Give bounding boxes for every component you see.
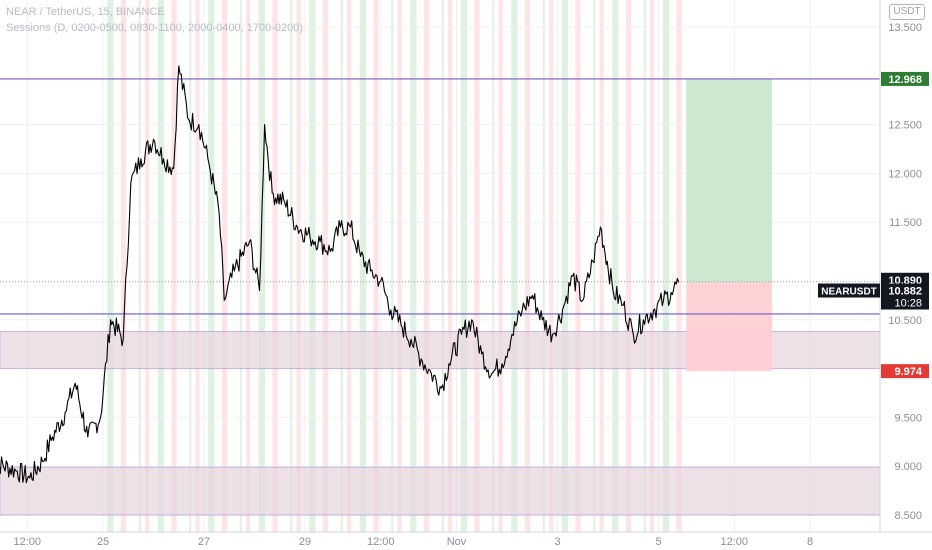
price-tick-label: 12.000	[888, 168, 922, 180]
price-tick-label: 10.500	[888, 315, 922, 327]
sessions-indicator-label[interactable]: Sessions (D, 0200-0500, 0830-1100, 2000-…	[6, 22, 304, 34]
session-band	[239, 0, 242, 532]
session-band	[189, 0, 192, 532]
session-band	[448, 0, 453, 532]
symbol-title: NEAR / TetherUS, 15, BINANCE	[6, 6, 165, 18]
target-price-tag[interactable]	[881, 71, 929, 86]
supply-demand-zone	[0, 466, 881, 516]
loss-zone[interactable]	[686, 282, 773, 372]
bar-countdown-label: 10:28	[894, 298, 922, 310]
session-band	[643, 0, 646, 532]
session-band	[612, 0, 619, 532]
session-band	[290, 0, 293, 532]
time-tick-label: 5	[655, 536, 661, 548]
session-band	[340, 0, 343, 532]
time-tick-label: 3	[554, 536, 560, 548]
session-band	[625, 0, 632, 532]
session-band	[157, 0, 165, 532]
session-band	[373, 0, 379, 532]
session-band	[460, 0, 468, 532]
price-tick-label: 12.500	[888, 120, 922, 132]
session-band	[145, 0, 150, 532]
price-tick-label: 11.500	[889, 217, 922, 229]
time-axis-background	[0, 532, 932, 550]
session-band	[662, 0, 670, 532]
time-tick-label: 8	[807, 536, 813, 548]
stop-price-label: 9.974	[894, 366, 922, 378]
session-band	[542, 0, 545, 532]
time-tick-label: Nov	[447, 536, 467, 548]
horizontal-levels[interactable]	[0, 78, 880, 315]
session-band	[474, 0, 480, 532]
session-band	[650, 0, 655, 532]
session-band	[272, 0, 278, 532]
session-band	[322, 0, 329, 532]
session-band	[599, 0, 604, 532]
session-band	[391, 0, 394, 532]
time-tick-label: 27	[198, 536, 210, 548]
time-tick-label: 12:00	[367, 536, 395, 548]
session-band	[309, 0, 316, 532]
session-band	[397, 0, 402, 532]
time-tick-label: 12:00	[13, 536, 41, 548]
price-tick-label: 9.000	[894, 461, 922, 473]
session-band	[171, 0, 177, 532]
session-band	[410, 0, 417, 532]
profit-zone[interactable]	[686, 78, 773, 283]
session-band	[676, 0, 682, 532]
symbol-tag-label: NEARUSDT	[821, 287, 877, 298]
session-band	[347, 0, 352, 532]
session-band	[441, 0, 444, 532]
price-tick-label: 9.500	[894, 412, 922, 424]
session-band	[549, 0, 554, 532]
long-position-tool[interactable]	[686, 78, 773, 372]
session-band	[258, 0, 266, 532]
session-band	[120, 0, 127, 532]
symbol-tag[interactable]	[818, 283, 880, 298]
session-band	[498, 0, 503, 532]
last-price-tag[interactable]	[881, 283, 929, 310]
session-band	[138, 0, 141, 532]
price-tick-label: 13.500	[888, 22, 922, 34]
session-band	[524, 0, 531, 532]
price-axis[interactable]: 13.500 12.500 12.000 11.500 10.500 9.500 9.000…	[818, 0, 932, 550]
price-line	[0, 65, 680, 484]
price-series	[0, 65, 680, 484]
session-band	[492, 0, 495, 532]
session-band	[593, 0, 596, 532]
target-price-label: 12.968	[888, 74, 922, 86]
time-axis[interactable]: 12:00 25 27 29 12:00 Nov 3 5 12:00 8	[0, 531, 932, 550]
session-band	[107, 0, 114, 532]
session-highlights	[107, 0, 682, 532]
session-band	[359, 0, 367, 532]
session-band	[246, 0, 251, 532]
session-band	[561, 0, 569, 532]
last-price-label: 10.882	[888, 286, 922, 298]
session-band	[208, 0, 215, 532]
session-band	[296, 0, 301, 532]
session-band	[423, 0, 430, 532]
high-price-tag[interactable]	[881, 272, 929, 287]
time-tick-label: 12:00	[720, 536, 748, 548]
session-band	[575, 0, 581, 532]
session-band	[221, 0, 228, 532]
time-tick-label: 29	[299, 536, 311, 548]
session-band	[195, 0, 200, 532]
price-tick-label: 8.500	[894, 510, 922, 522]
time-tick-label: 25	[97, 536, 109, 548]
currency-button[interactable]: USDT	[889, 4, 925, 20]
session-band	[511, 0, 518, 532]
stop-price-tag[interactable]	[881, 364, 929, 379]
